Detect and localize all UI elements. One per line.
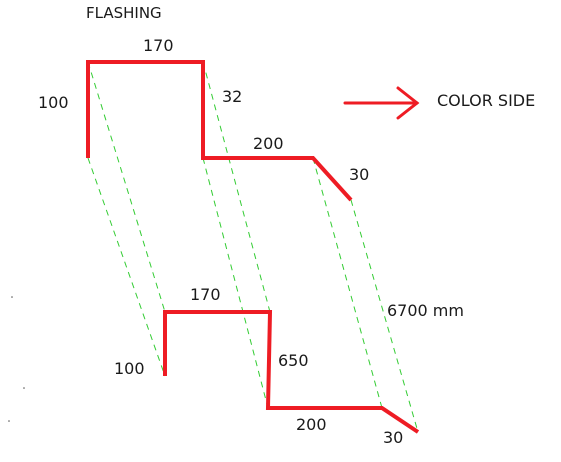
- top-flashing-profile: [86, 60, 353, 202]
- diagram-title: FLASHING: [86, 4, 162, 22]
- dim-lip-upper: 30: [349, 165, 369, 184]
- guide-line: [87, 157, 166, 377]
- dim-lip-lower: 30: [383, 428, 403, 447]
- speck: [23, 387, 25, 389]
- bottom-flashing-profile: [163, 310, 420, 434]
- dim-step-width-upper: 200: [253, 134, 284, 153]
- dim-right-drop-lower: 650: [278, 351, 309, 370]
- dim-step-width-lower: 200: [296, 415, 327, 434]
- dim-top-width-lower: 170: [190, 285, 221, 304]
- dim-left-height-lower: 100: [114, 359, 145, 378]
- speck: [11, 296, 13, 298]
- guide-line: [87, 61, 166, 313]
- dim-right-drop-upper: 32: [222, 87, 242, 106]
- speck: [8, 420, 10, 422]
- dim-left-height-upper: 100: [38, 93, 69, 112]
- projection-guides: [87, 61, 419, 433]
- guide-line: [202, 157, 269, 409]
- dim-top-width-upper: 170: [143, 36, 174, 55]
- annotation-color-side: COLOR SIDE: [437, 91, 535, 110]
- guide-line: [350, 199, 419, 433]
- dim-length: 6700 mm: [387, 301, 464, 320]
- color-side-arrow-icon: [343, 86, 420, 120]
